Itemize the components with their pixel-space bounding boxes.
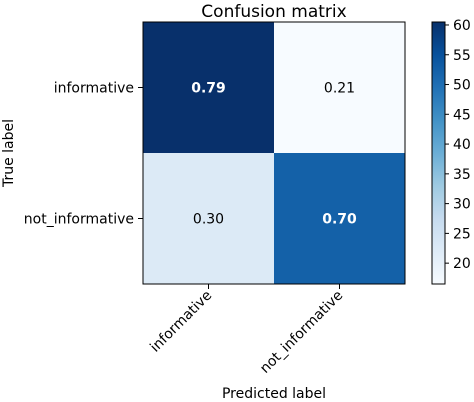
colorbar-tick-label: 45: [453, 107, 471, 123]
colorbar-tick-label: 20: [453, 256, 471, 272]
colorbar-tick-label: 40: [453, 137, 471, 153]
x-tick-label: informative: [147, 288, 215, 356]
heatmap-cell: [143, 22, 274, 153]
x-axis-label: Predicted label: [222, 386, 326, 402]
heatmap-cell: [274, 22, 405, 153]
colorbar-tick-label: 35: [453, 167, 471, 183]
cell-value-label: 0.21: [324, 81, 355, 97]
y-axis-ticks: informative not_informative: [24, 81, 143, 228]
heatmap-cell: [274, 153, 405, 284]
colorbar-tick-label: 60: [453, 18, 471, 34]
y-axis-label: True label: [1, 119, 17, 188]
colorbar-tick-label: 25: [453, 226, 471, 242]
cell-value-label: 0.70: [322, 212, 357, 228]
heatmap-cell: [143, 153, 274, 284]
heatmap-cells: [143, 22, 405, 284]
colorbar-tick-label: 30: [453, 197, 471, 213]
cell-value-label: 0.79: [191, 81, 226, 97]
cell-value-label: 0.30: [193, 212, 224, 228]
chart-title: Confusion matrix: [201, 2, 346, 22]
y-tick-label: not_informative: [24, 212, 134, 228]
y-tick-label: informative: [54, 81, 134, 97]
plot-frame: [142, 21, 406, 285]
colorbar-tick-label: 50: [453, 78, 471, 94]
colorbar-ticks: 20 25 30 35 40 45 50 55 60: [445, 18, 471, 272]
colorbar-tick-label: 55: [453, 48, 471, 64]
colorbar: [431, 21, 446, 285]
x-axis-ticks: informative not_informative: [147, 284, 346, 377]
heatmap-cell-labels: 0.79 0.21 0.30 0.70: [191, 81, 357, 228]
x-tick-label: not_informative: [257, 288, 346, 377]
